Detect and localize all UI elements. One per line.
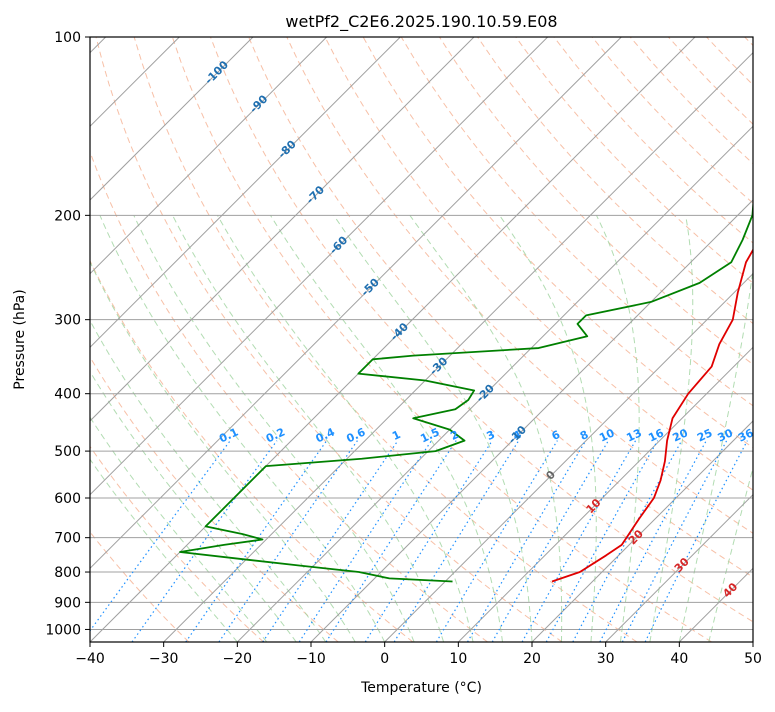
y-axis-title: Pressure (hPa) bbox=[12, 289, 28, 389]
x-tick-label: −30 bbox=[149, 651, 179, 667]
y-tick-label: 500 bbox=[54, 444, 81, 460]
chart-title: wetPf2_C2E6.2025.190.10.59.E08 bbox=[285, 12, 557, 32]
y-tick-label: 600 bbox=[54, 491, 81, 507]
x-axis-title: Temperature (°C) bbox=[360, 680, 482, 696]
x-tick-label: −20 bbox=[223, 651, 253, 667]
y-tick-label: 1000 bbox=[45, 622, 81, 638]
x-tick-label: −40 bbox=[75, 651, 105, 667]
x-tick-label: 0 bbox=[380, 651, 389, 667]
y-tick-label: 900 bbox=[54, 595, 81, 611]
x-tick-label: 10 bbox=[449, 651, 467, 667]
x-tick-label: 50 bbox=[744, 651, 762, 667]
y-tick-label: 400 bbox=[54, 387, 81, 403]
y-tick-label: 800 bbox=[54, 565, 81, 581]
y-tick-label: 200 bbox=[54, 208, 81, 224]
x-tick-label: −10 bbox=[296, 651, 326, 667]
y-tick-label: 100 bbox=[54, 30, 81, 46]
x-tick-label: 40 bbox=[670, 651, 688, 667]
y-tick-label: 700 bbox=[54, 531, 81, 547]
x-tick-label: 30 bbox=[597, 651, 615, 667]
x-tick-label: 20 bbox=[523, 651, 541, 667]
y-tick-label: 300 bbox=[54, 313, 81, 329]
